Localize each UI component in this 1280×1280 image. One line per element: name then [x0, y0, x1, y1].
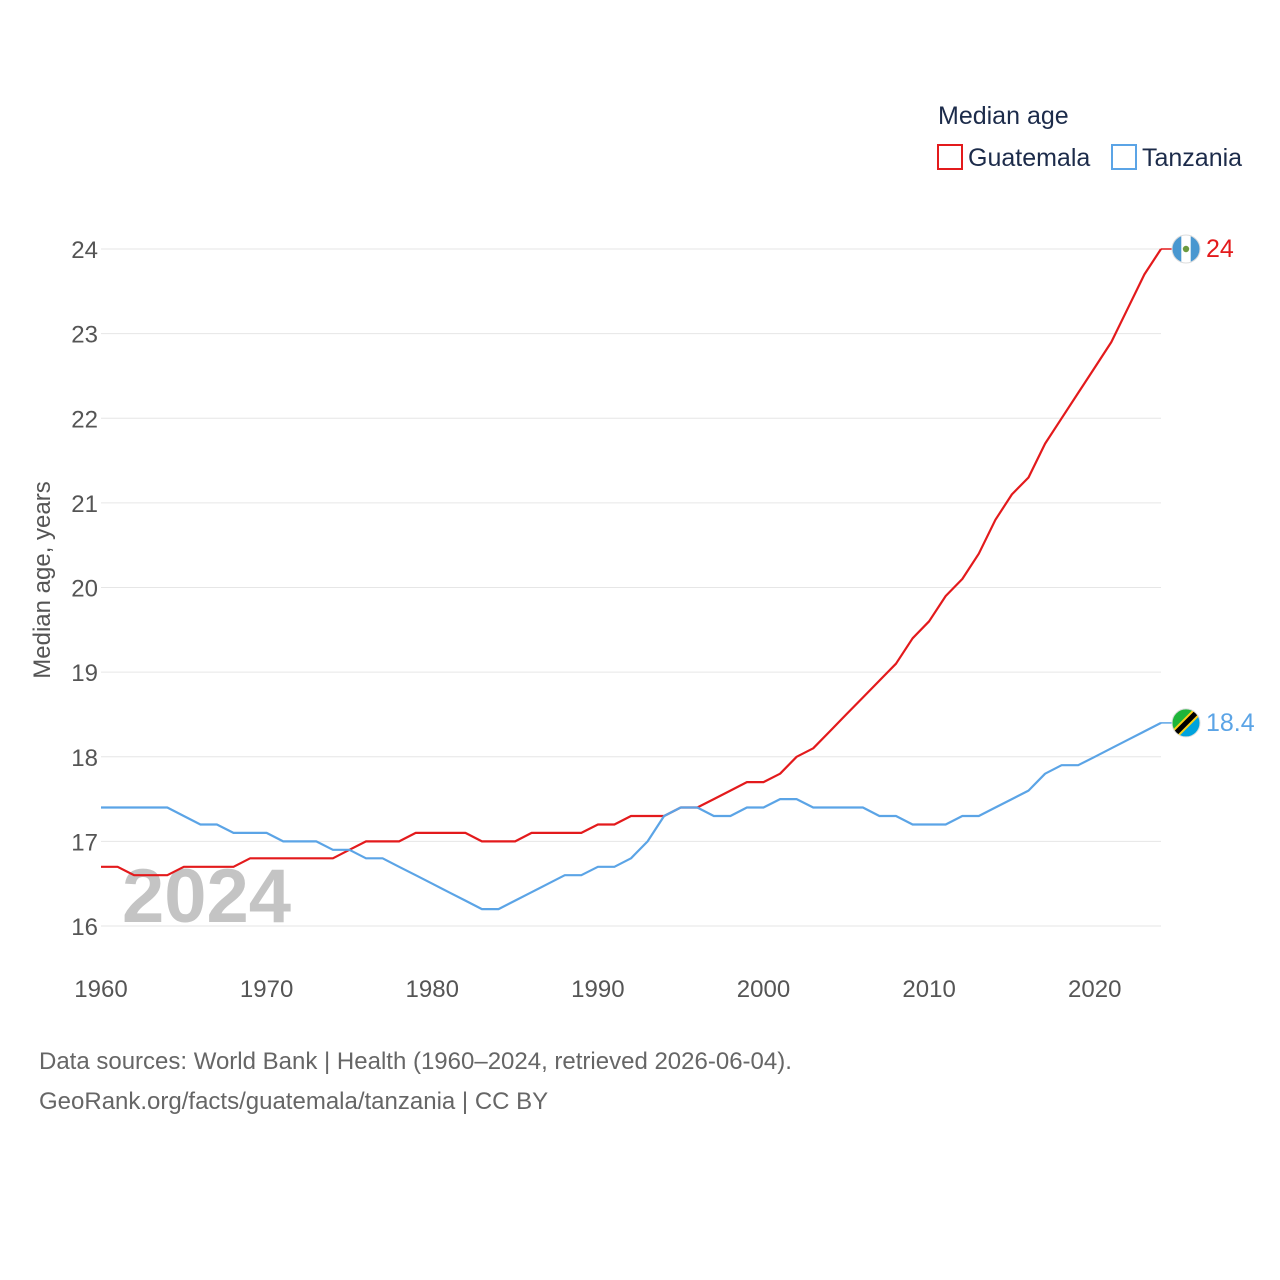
- y-axis-ticks: 16 17 18 19 20 21 22 23 24: [71, 237, 98, 941]
- guatemala-flag-icon: [1171, 234, 1201, 264]
- data-sources-text: Data sources: World Bank | Health (1960–…: [39, 1048, 792, 1075]
- legend-swatch-guatemala: [937, 144, 963, 170]
- y-tick-label-16: 16: [71, 914, 98, 941]
- x-tick-label-2000: 2000: [737, 976, 790, 1003]
- series-line-guatemala: [101, 248, 1162, 877]
- y-tick-label-20: 20: [71, 576, 98, 603]
- x-tick-label-1980: 1980: [406, 976, 459, 1003]
- y-tick-label-24: 24: [71, 237, 98, 264]
- y-tick-label-23: 23: [71, 322, 98, 349]
- x-axis-ticks: 1960 1970 1980 1990 2000 2010 2020: [74, 976, 1121, 1003]
- year-badge: 2024: [122, 854, 291, 939]
- x-tick-label-1990: 1990: [571, 976, 624, 1003]
- y-tick-label-22: 22: [71, 406, 98, 433]
- y-tick-label-19: 19: [71, 660, 98, 687]
- series-end-markers: 24 18.4: [1161, 234, 1255, 738]
- end-value-label-tanzania: 18.4: [1206, 709, 1255, 737]
- legend: Median age Guatemala Tanzania: [937, 102, 1242, 172]
- x-tick-label-1960: 1960: [74, 976, 127, 1003]
- x-tick-label-2020: 2020: [1068, 976, 1121, 1003]
- legend-label-guatemala: Guatemala: [968, 144, 1090, 172]
- source-footer: Data sources: World Bank | Health (1960–…: [39, 1042, 792, 1122]
- y-tick-label-21: 21: [71, 491, 98, 518]
- y-tick-label-18: 18: [71, 745, 98, 772]
- series-line-tanzania: [101, 721, 1162, 911]
- gridlines: [101, 248, 1161, 927]
- legend-item-tanzania[interactable]: Tanzania: [1111, 144, 1242, 172]
- legend-swatch-tanzania: [1111, 144, 1137, 170]
- y-tick-label-17: 17: [71, 829, 98, 856]
- y-axis-label: Median age, years: [29, 481, 56, 678]
- end-value-label-guatemala: 24: [1206, 235, 1234, 263]
- attribution-link[interactable]: GeoRank.org/facts/guatemala/tanzania | C…: [39, 1088, 549, 1115]
- x-tick-label-1970: 1970: [240, 976, 293, 1003]
- legend-item-guatemala[interactable]: Guatemala: [937, 144, 1090, 172]
- x-tick-label-2010: 2010: [902, 976, 955, 1003]
- series-lines: [101, 248, 1162, 911]
- legend-title: Median age: [938, 102, 1069, 130]
- tanzania-flag-icon: [1171, 708, 1201, 738]
- legend-label-tanzania: Tanzania: [1142, 144, 1242, 172]
